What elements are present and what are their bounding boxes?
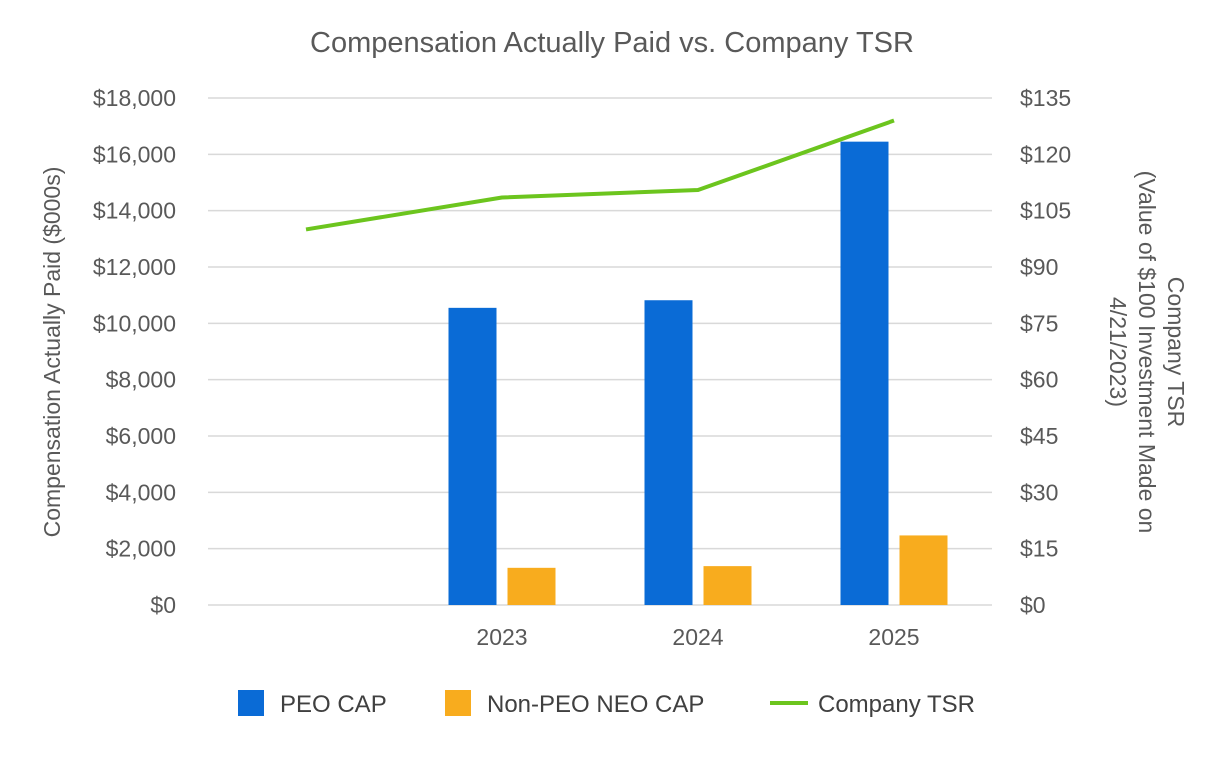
left-axis-label: Compensation Actually Paid ($000s) xyxy=(39,167,65,538)
right-tick-label: $30 xyxy=(1020,479,1058,505)
x-tick-label: 2024 xyxy=(672,624,723,650)
bar-non-peo-neo-cap xyxy=(507,567,556,605)
bars xyxy=(448,141,948,606)
right-axis-label-line: Company TSR xyxy=(1163,277,1189,427)
x-axis-ticks: 2023 2024 2025 xyxy=(476,624,919,650)
left-axis-ticks: $0 $2,000 $4,000 $6,000 $8,000 $10,000 $12,000… xyxy=(93,85,176,618)
bar-non-peo-neo-cap xyxy=(703,566,752,605)
left-tick-label: $2,000 xyxy=(106,536,176,562)
left-tick-label: $0 xyxy=(150,592,176,618)
right-tick-label: $15 xyxy=(1020,536,1058,562)
x-tick-label: 2023 xyxy=(476,624,527,650)
right-tick-label: $75 xyxy=(1020,310,1058,336)
right-tick-label: $135 xyxy=(1020,85,1071,111)
bar-peo-cap xyxy=(448,307,497,605)
right-axis-label-line: 4/21/2023) xyxy=(1105,297,1131,407)
tsr-line xyxy=(305,118,895,232)
left-tick-label: $12,000 xyxy=(93,254,176,280)
left-tick-label: $6,000 xyxy=(106,423,176,449)
right-axis-label: Company TSR(Value of $100 Investment Mad… xyxy=(1105,171,1189,534)
legend-swatch xyxy=(238,690,264,716)
grid-lines xyxy=(208,97,992,606)
left-tick-label: $16,000 xyxy=(93,141,176,167)
right-tick-label: $45 xyxy=(1020,423,1058,449)
bar-peo-cap xyxy=(644,300,693,605)
right-tick-label: $60 xyxy=(1020,367,1058,393)
right-axis-ticks: $0 $15 $30 $45 $60 $75 $90 $105 $120 $135 xyxy=(1020,85,1071,618)
bar-non-peo-neo-cap xyxy=(899,535,948,605)
left-tick-label: $10,000 xyxy=(93,310,176,336)
legend-swatch xyxy=(445,690,471,716)
left-tick-label: $18,000 xyxy=(93,85,176,111)
legend-label: Company TSR xyxy=(818,691,975,718)
right-tick-label: $105 xyxy=(1020,198,1071,224)
right-tick-label: $0 xyxy=(1020,592,1046,618)
right-tick-label: $120 xyxy=(1020,141,1071,167)
x-tick-label: 2025 xyxy=(868,624,919,650)
bar-peo-cap xyxy=(840,141,889,606)
legend-label: Non-PEO NEO CAP xyxy=(487,691,704,718)
tsr-line-layer xyxy=(305,118,895,232)
legend-label: PEO CAP xyxy=(280,691,387,718)
left-tick-label: $4,000 xyxy=(106,479,176,505)
right-tick-label: $90 xyxy=(1020,254,1058,280)
legend: PEO CAP Non-PEO NEO CAP Company TSR xyxy=(238,690,975,718)
left-tick-label: $8,000 xyxy=(106,367,176,393)
left-tick-label: $14,000 xyxy=(93,198,176,224)
right-axis-label-line: (Value of $100 Investment Made on xyxy=(1134,171,1160,534)
chart-title: Compensation Actually Paid vs. Company T… xyxy=(310,27,914,59)
